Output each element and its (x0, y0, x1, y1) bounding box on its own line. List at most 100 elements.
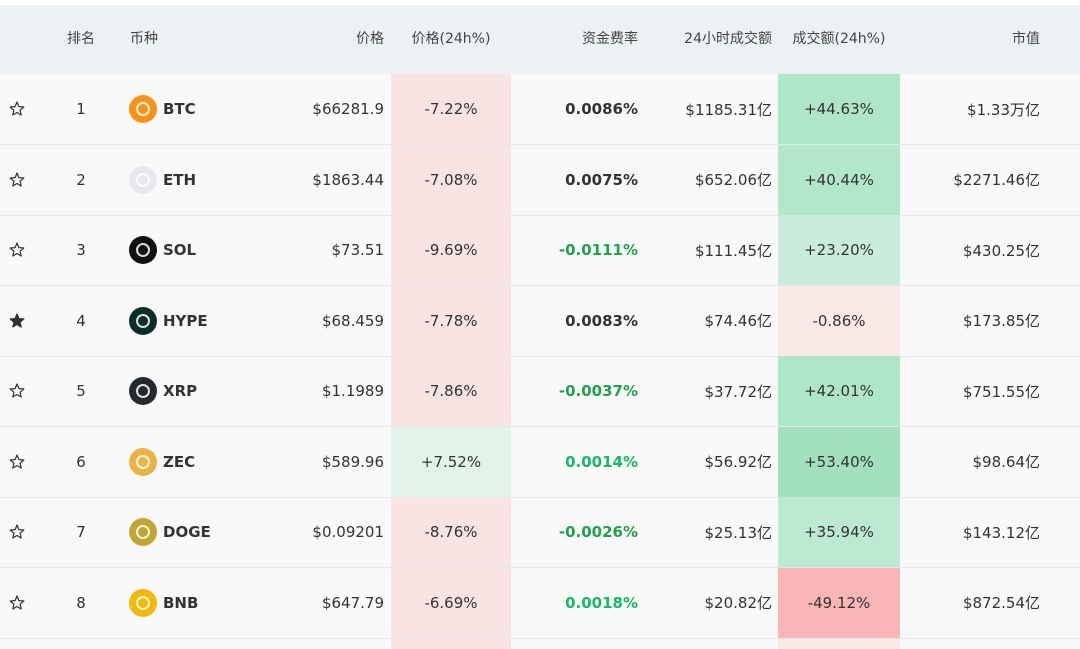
coin-icon (129, 286, 157, 356)
volume-change: +44.63% (804, 100, 874, 118)
volume: $20.82亿 (704, 594, 773, 612)
market-cap: $751.55亿 (962, 382, 1040, 401)
price-change: -7.22% (424, 100, 478, 118)
star-icon (9, 312, 25, 328)
star-icon (9, 594, 25, 610)
price: $1863.44 (312, 170, 384, 189)
volume-change-bg (778, 285, 900, 356)
volume-change-bg (778, 215, 900, 285)
volume-change-bg (778, 144, 900, 215)
table-row: 2 ETH $1863.44 -7.08% 0.0075% $652.06亿 +40.44%… (0, 144, 1080, 216)
coin-logo (129, 377, 157, 405)
coin-symbol: XRP (163, 382, 198, 400)
market-cap: $143.12亿 (962, 523, 1040, 542)
market-cap: $98.64亿 (972, 453, 1041, 471)
coin-logo (129, 588, 157, 617)
volume-change: -0.86% (812, 311, 866, 330)
volume: $652.06亿 (694, 171, 772, 189)
coin-symbol: SOL (163, 241, 197, 259)
price: $1.1989 (321, 382, 384, 400)
coin-logo (129, 306, 157, 335)
header-cell: 成交额(24h%) (792, 31, 886, 47)
header-cell: 币种 (130, 31, 158, 47)
price: $68.459 (321, 311, 384, 330)
coin-logo (129, 165, 157, 194)
price-change-bg (391, 426, 511, 497)
funding-rate: 0.0083% (565, 311, 638, 330)
header-cell: 排名 (67, 31, 95, 47)
price: $647.79 (321, 593, 384, 612)
rank: 4 (76, 311, 86, 330)
price-change-bg (391, 144, 511, 215)
price: $0.09201 (312, 523, 384, 541)
favorite-star[interactable] (9, 74, 25, 144)
favorite-star[interactable] (9, 427, 25, 497)
funding-rate: 0.0086% (565, 100, 638, 118)
table-row: 6 ZEC $589.96 +7.52% 0.0014% $56.92亿 +53.40% $9… (0, 426, 1080, 498)
price-change: -8.76% (424, 523, 478, 541)
table-row: 5 XRP $1.1989 -7.86% -0.0037% $37.72亿 +42.01% $… (0, 356, 1080, 427)
price: $73.51 (331, 241, 385, 259)
market-cap: $872.54亿 (962, 594, 1040, 612)
star-icon (9, 383, 25, 398)
funding-rate: 0.0018% (565, 593, 638, 612)
coin-icon (129, 427, 157, 497)
volume-change-bg (778, 74, 900, 144)
favorite-star[interactable] (9, 215, 25, 285)
coin-symbol: ZEC (163, 452, 196, 471)
coin-icon (129, 74, 157, 144)
favorite-star[interactable] (9, 356, 25, 426)
funding-rate: 0.0075% (565, 170, 638, 189)
rank: 8 (76, 593, 86, 612)
funding-rate: -0.0037% (558, 382, 638, 400)
funding-rate: -0.0111% (558, 241, 638, 259)
header-cell: 市值 (1012, 31, 1040, 47)
price-change: -7.86% (424, 382, 478, 400)
top-strip (0, 0, 1080, 5)
favorite-star[interactable] (9, 145, 25, 215)
favorite-star[interactable] (9, 568, 25, 638)
price-change: -7.78% (424, 311, 478, 330)
volume: $74.46亿 (704, 312, 773, 330)
coin-symbol: DOGE (163, 523, 211, 541)
star-icon (9, 453, 25, 469)
rank: 7 (76, 523, 86, 541)
volume: $111.45亿 (694, 241, 772, 260)
volume-change: -49.12% (807, 593, 871, 612)
coin-icon (129, 568, 157, 638)
price-change-bg (391, 215, 511, 285)
favorite-star[interactable] (9, 286, 25, 356)
volume: $1185.31亿 (685, 100, 772, 119)
volume-change: +35.94% (804, 523, 874, 541)
rank: 2 (76, 170, 86, 189)
volume-change-bg (778, 426, 900, 497)
table-row: 7 DOGE $0.09201 -8.76% -0.0026% $25.13亿 +35.94… (0, 497, 1080, 568)
coin-symbol: BNB (163, 593, 199, 612)
star-icon (9, 524, 25, 539)
volume-change: +23.20% (804, 241, 874, 259)
volume-change-bg (778, 497, 900, 567)
price-change-bg (391, 497, 511, 567)
favorite-star[interactable] (9, 497, 25, 567)
volume: $37.72亿 (704, 382, 773, 401)
market-cap: $2271.46亿 (953, 171, 1040, 189)
coin-icon (129, 215, 157, 285)
coin-symbol: BTC (163, 100, 196, 118)
price: $66281.9 (312, 100, 384, 118)
volume-change: +53.40% (804, 452, 874, 471)
header-cell: 价格(24h%) (411, 31, 491, 47)
coin-logo (129, 518, 157, 546)
header-cell: 价格 (356, 31, 384, 47)
rank: 1 (76, 100, 86, 118)
funding-rate: -0.0026% (558, 523, 638, 541)
volume-change: +40.44% (804, 170, 874, 189)
market-cap: $173.85亿 (962, 312, 1040, 330)
funding-rate: 0.0014% (565, 452, 638, 471)
price-change: -7.08% (424, 170, 478, 189)
next-row-price-cell (391, 638, 511, 649)
coin-logo (129, 236, 157, 264)
volume-change-bg (778, 356, 900, 426)
market-cap: $430.25亿 (962, 241, 1040, 260)
coin-icon (129, 145, 157, 215)
